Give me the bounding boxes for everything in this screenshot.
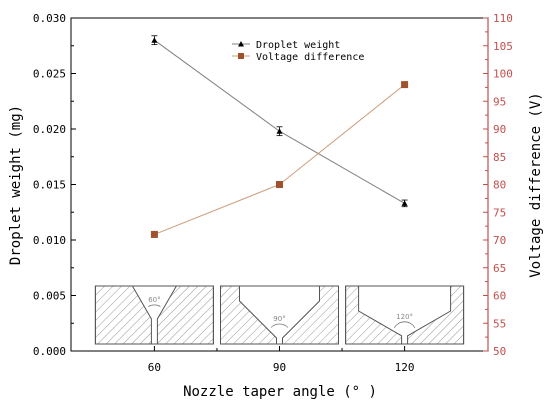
y-right-tick-label: 100 [493,68,513,81]
legend: Droplet weight Voltage difference [232,40,364,63]
y-right-tick-label: 55 [493,317,506,330]
series-group [150,35,409,238]
y-axis-left-title: Droplet weight (mg) [8,105,24,265]
y-right-tick-label: 80 [493,179,506,192]
nozzle-wall-right [156,285,214,345]
data-point [276,128,283,134]
angle-label: 90° [273,315,285,323]
y-right-tick-label: 75 [493,206,506,219]
legend-marker-droplet [238,41,244,47]
y-left-tick-label: 0.005 [33,290,66,303]
y-right-tick-label: 60 [493,290,506,303]
axes-group: 0.000 0.005 0.010 0.015 0.020 0.025 0.030 50 55 6… [33,12,513,374]
y-right-tick-label: 70 [493,234,506,247]
y-right-tick-label: 105 [493,40,513,53]
angle-label: 120° [396,313,413,321]
data-point [401,81,409,89]
inset-group: 60° 90° 120° [94,285,465,345]
nozzle-wall-right [407,285,465,345]
x-axis-title: Nozzle taper angle (° ) [183,384,377,400]
angle-label: 60° [148,296,160,304]
x-tick-label: 90 [273,361,286,374]
x-tick-label: 120 [395,361,415,374]
y-axis-right-title: Voltage difference (V) [528,92,544,277]
y-right-tick-label: 65 [493,262,506,275]
nozzle-wall-right [282,285,339,345]
nozzle-inset: 60° [94,285,214,345]
y-right-tick-label: 85 [493,151,506,164]
data-point [151,37,158,43]
x-tick-label: 60 [148,361,161,374]
angle-arc [393,321,416,329]
nozzle-inset: 90° [220,285,339,345]
y-right-tick-label: 50 [493,345,506,358]
y-right-tick-label: 110 [493,12,513,25]
nozzle-wall-left [345,285,403,345]
y-right-tick-label: 90 [493,123,506,136]
y-left-tick-label: 0.015 [33,179,66,192]
angle-arc [270,323,289,328]
data-point [401,200,408,206]
y-left-tick-label: 0.025 [33,68,66,81]
legend-marker-voltage [238,53,244,59]
nozzle-inset: 120° [345,285,465,345]
nozzle-wall-left [220,285,277,345]
y-left-tick-label: 0.000 [33,345,66,358]
angle-arc [148,304,161,307]
y-left-tick-label: 0.020 [33,123,66,136]
legend-label-voltage: Voltage difference [256,52,364,63]
data-point [150,230,158,238]
y-left-tick-label: 0.030 [33,12,66,25]
data-point [276,181,283,188]
legend-label-droplet: Droplet weight [256,40,340,51]
nozzle-wall-left [94,285,152,345]
y-left-tick-label: 0.010 [33,234,66,247]
y-right-tick-label: 95 [493,95,506,108]
